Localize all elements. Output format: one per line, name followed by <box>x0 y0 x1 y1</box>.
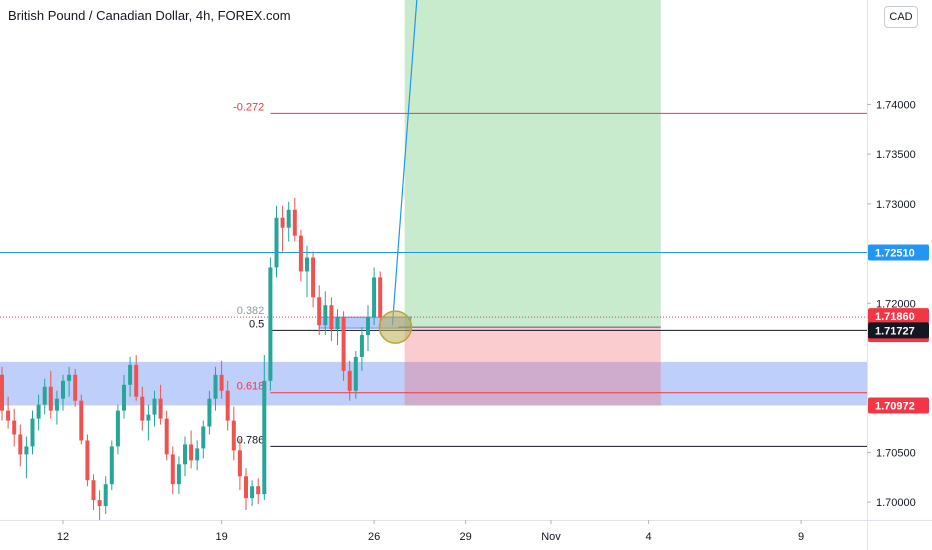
candle-body <box>237 450 242 477</box>
projection-line <box>391 0 418 326</box>
candle-body <box>280 217 285 228</box>
candle-body <box>36 404 41 419</box>
fib-level-label: 0.382 <box>237 305 265 317</box>
candle-body <box>24 446 29 455</box>
candle-body <box>231 420 236 451</box>
candle-body <box>244 476 248 499</box>
y-tick-label: 1.70000 <box>876 497 916 509</box>
candle-body <box>103 484 108 507</box>
candle-body <box>189 444 194 461</box>
candle-body <box>323 305 328 326</box>
candle-body <box>152 398 157 415</box>
tag-stop-level <box>868 397 929 414</box>
position-target-zone <box>404 0 661 328</box>
candle-body <box>67 374 72 381</box>
x-tick-label: 29 <box>459 531 471 543</box>
candle-body <box>158 398 163 419</box>
candle-body <box>42 386 47 405</box>
currency-button[interactable]: CAD <box>884 6 918 28</box>
candle-body <box>128 364 133 385</box>
candle-body <box>109 446 114 485</box>
candle-body <box>48 386 53 411</box>
candle-body <box>91 480 96 501</box>
candle-body <box>317 297 322 326</box>
tag-fib-05-label: 1.71727 <box>875 325 915 337</box>
tag-blue-level <box>868 244 929 261</box>
candle-body <box>378 277 383 318</box>
x-tick-label: 26 <box>368 531 380 543</box>
fib-level-label: 0.618 <box>237 381 265 393</box>
y-tick-label: 1.74000 <box>876 99 916 111</box>
y-tick-label: 1.72000 <box>876 298 916 310</box>
y-tick-label: 1.70500 <box>876 447 916 459</box>
demand-zone <box>0 361 867 406</box>
candle-body <box>353 356 358 391</box>
x-tick-label: 19 <box>215 531 227 543</box>
y-tick-label: 1.73500 <box>876 149 916 161</box>
fib-level-label: 0.5 <box>249 318 264 330</box>
tag-current-price <box>868 308 929 325</box>
tag-current-price-label: 1.71860 <box>875 311 915 323</box>
x-tick-label: Nov <box>541 531 561 543</box>
candle-body <box>219 374 224 391</box>
candle-body <box>85 440 90 481</box>
candle-body <box>183 444 187 465</box>
candle-body <box>0 374 4 411</box>
candle-body <box>201 426 206 449</box>
candle-body <box>54 398 59 411</box>
candle-body <box>292 209 297 236</box>
tag-fib-05 <box>868 322 929 339</box>
candle-body <box>225 390 230 421</box>
candle-body <box>195 448 200 461</box>
fib-level-label: 0.786 <box>237 434 265 446</box>
x-tick-label: 12 <box>57 531 69 543</box>
entry-circle-marker <box>378 310 413 344</box>
chart-title: British Pound / Canadian Dollar, 4h, FOR… <box>8 8 291 23</box>
candle-body <box>311 257 316 298</box>
candle-body <box>298 235 303 272</box>
candle-body <box>286 209 291 228</box>
position-stop-zone <box>404 327 661 406</box>
candle-body <box>305 257 309 272</box>
tag-blue-level-label: 1.72510 <box>875 248 915 260</box>
candle-body <box>73 374 78 401</box>
candle-body <box>262 380 267 495</box>
x-tick-label: 9 <box>798 531 804 543</box>
candle-body <box>335 317 340 330</box>
candle-body <box>359 335 364 357</box>
candle-body <box>329 305 334 330</box>
candle-body <box>97 500 102 507</box>
fib-level-label: -0.272 <box>233 101 264 113</box>
candle-body <box>207 398 212 427</box>
candle-body <box>79 400 84 441</box>
candle-body <box>140 396 145 421</box>
candle-body <box>6 410 11 421</box>
y-tick-label: 1.73000 <box>876 199 916 211</box>
candle-body <box>122 384 126 411</box>
candle-body <box>61 380 65 399</box>
candle-body <box>164 418 169 455</box>
candle-body <box>115 410 120 447</box>
candle-body <box>134 364 139 397</box>
candle-body <box>274 217 279 268</box>
candle-body <box>366 317 370 336</box>
candle-body <box>18 434 23 455</box>
candle-body <box>372 277 377 318</box>
candle-body <box>268 267 273 381</box>
candle-body <box>250 486 255 499</box>
candle-body <box>12 420 17 435</box>
candle-body <box>256 486 261 495</box>
candle-body <box>146 414 151 421</box>
tag-stop-level-label: 1.70972 <box>875 400 915 412</box>
candle-body <box>30 418 35 447</box>
candle-body <box>347 370 352 391</box>
candle-body <box>170 454 175 485</box>
candle-body <box>176 464 181 485</box>
candle-body <box>213 374 218 399</box>
x-tick-label: 4 <box>646 531 652 543</box>
candle-body <box>341 317 346 371</box>
